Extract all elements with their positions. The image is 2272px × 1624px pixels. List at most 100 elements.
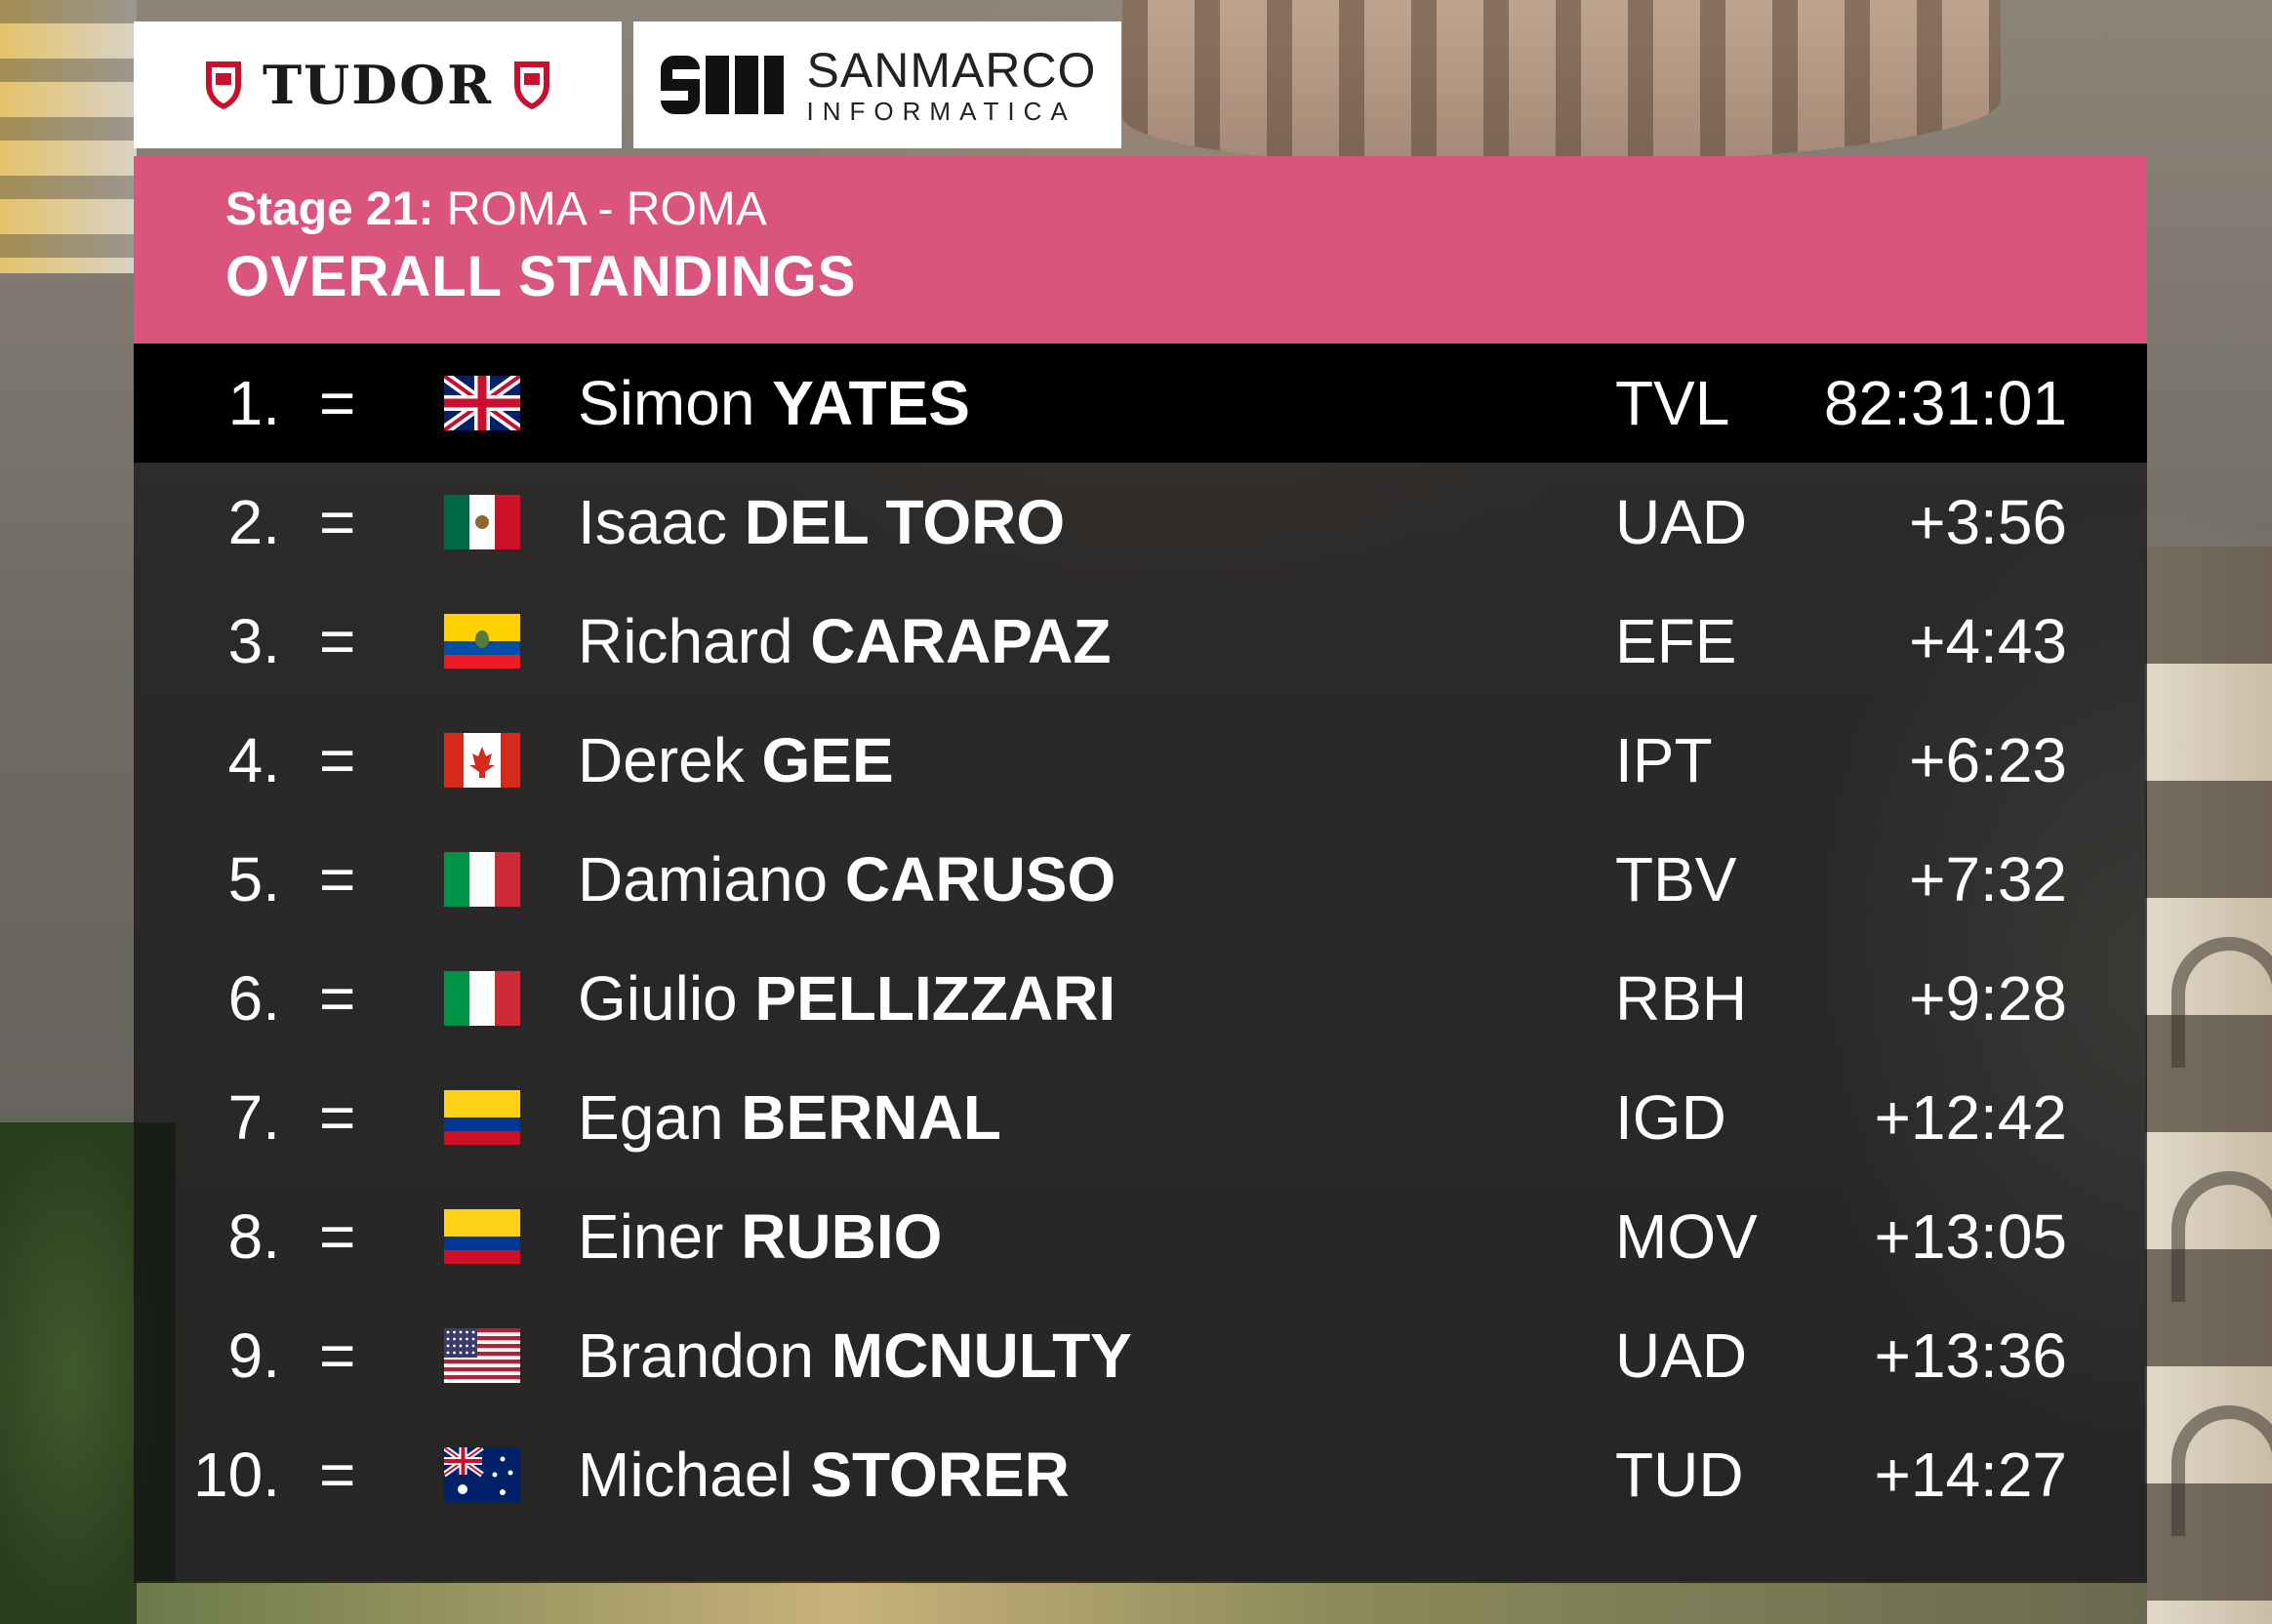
rider-name: Egan BERNAL bbox=[578, 1081, 1001, 1154]
standings-row: 4. = Derek GEE IPT +6:23 bbox=[134, 701, 2147, 820]
rider-last-name: YATES bbox=[772, 368, 970, 438]
rider-name: Michael STORER bbox=[578, 1439, 1070, 1511]
standings-row: 10. = Michael STORER TUD +14:27 bbox=[134, 1415, 2147, 1534]
movement-indicator: = bbox=[319, 844, 356, 914]
rider-first-name: Brandon bbox=[578, 1320, 832, 1391]
movement-indicator: = bbox=[319, 963, 356, 1034]
team-code: MOV bbox=[1615, 1201, 1758, 1272]
movement-indicator: = bbox=[319, 725, 356, 795]
ec-flag-icon bbox=[444, 614, 520, 669]
stage-line: Stage 21: ROMA - ROMA bbox=[225, 182, 2147, 238]
rider-name: Richard CARAPAZ bbox=[578, 605, 1111, 677]
rider-first-name: Einer bbox=[578, 1201, 742, 1272]
sanmarco-wordmark: SANMARCO bbox=[806, 43, 1097, 98]
team-code: EFE bbox=[1615, 606, 1737, 676]
rider-name: Isaac DEL TORO bbox=[578, 486, 1065, 558]
rider-name: Einer RUBIO bbox=[578, 1200, 942, 1273]
movement-indicator: = bbox=[319, 487, 356, 557]
sanmarco-subtitle: INFORMATICA bbox=[806, 97, 1076, 126]
team-code: RBH bbox=[1615, 963, 1748, 1034]
sponsor-tudor: TUDOR bbox=[134, 21, 622, 148]
colosseum-arch bbox=[2171, 937, 2272, 1068]
team-code: UAD bbox=[1615, 487, 1748, 557]
time-gap: +12:42 bbox=[1874, 1082, 2067, 1153]
rider-name: Damiano CARUSO bbox=[578, 843, 1116, 915]
team-code: UAD bbox=[1615, 1320, 1748, 1391]
rank: 9. bbox=[227, 1320, 280, 1391]
it-flag-icon bbox=[444, 852, 520, 907]
team-code: TUD bbox=[1615, 1440, 1744, 1510]
standings-row: 9. = Brandon MCNULTY UAD +13:36 bbox=[134, 1296, 2147, 1415]
rider-first-name: Isaac bbox=[578, 487, 745, 557]
rider-last-name: BERNAL bbox=[741, 1082, 1001, 1153]
rider-first-name: Richard bbox=[578, 606, 811, 676]
movement-indicator: = bbox=[319, 1440, 356, 1510]
time-gap: +3:56 bbox=[1909, 487, 2067, 557]
sponsor-sanmarco: SANMARCO INFORMATICA bbox=[633, 21, 1121, 148]
time-gap: +6:23 bbox=[1909, 725, 2067, 795]
rider-last-name: MCNULTY bbox=[831, 1320, 1132, 1391]
standings-row: 7. = Egan BERNAL IGD +12:42 bbox=[134, 1058, 2147, 1177]
colosseum-arch bbox=[2171, 1405, 2272, 1536]
time-gap: +7:32 bbox=[1909, 844, 2067, 914]
rank: 8. bbox=[227, 1201, 280, 1272]
time-gap: +13:36 bbox=[1874, 1320, 2067, 1391]
time-gap: +14:27 bbox=[1874, 1440, 2067, 1510]
rank: 7. bbox=[227, 1082, 280, 1153]
movement-indicator: = bbox=[319, 368, 356, 438]
ca-flag-icon bbox=[444, 733, 520, 788]
standings-row: 2. = Isaac DEL TORO UAD +3:56 bbox=[134, 463, 2147, 582]
au-flag-icon bbox=[444, 1447, 520, 1502]
rider-last-name: STORER bbox=[810, 1440, 1070, 1510]
rank: 3. bbox=[227, 606, 280, 676]
rider-last-name: PELLIZZARI bbox=[754, 963, 1116, 1034]
rider-name: Derek GEE bbox=[578, 724, 894, 796]
co-flag-icon bbox=[444, 1090, 520, 1145]
team-code: IPT bbox=[1615, 725, 1713, 795]
time-gap: +13:05 bbox=[1874, 1201, 2067, 1272]
rank: 4. bbox=[227, 725, 280, 795]
movement-indicator: = bbox=[319, 1201, 356, 1272]
rider-last-name: CARAPAZ bbox=[810, 606, 1112, 676]
stage-number: Stage 21: bbox=[225, 183, 434, 235]
standings-row: 8. = Einer RUBIO MOV +13:05 bbox=[134, 1177, 2147, 1296]
colosseum-arch bbox=[2171, 1171, 2272, 1302]
standings-header: Stage 21: ROMA - ROMA OVERALL STANDINGS bbox=[134, 156, 2147, 344]
time-gap: 82:31:01 bbox=[1823, 368, 2067, 438]
standings-table: 1. = Simon YATES TVL 82:31:01 2. = Isaac… bbox=[134, 344, 2147, 1583]
rank: 2. bbox=[227, 487, 280, 557]
rider-last-name: DEL TORO bbox=[744, 487, 1066, 557]
rider-last-name: CARUSO bbox=[844, 844, 1116, 914]
time-gap: +9:28 bbox=[1909, 963, 2067, 1034]
time-gap: +4:43 bbox=[1909, 606, 2067, 676]
background-street bbox=[137, 1581, 2147, 1624]
team-code: TBV bbox=[1615, 844, 1737, 914]
standings-row: 6. = Giulio PELLIZZARI RBH +9:28 bbox=[134, 939, 2147, 1058]
rank: 6. bbox=[227, 963, 280, 1034]
it-flag-icon bbox=[444, 971, 520, 1026]
sponsor-bar: TUDOR SANMARCO INFORMATICA bbox=[134, 21, 1121, 148]
gb-flag-icon bbox=[444, 376, 520, 430]
rank: 10. bbox=[193, 1440, 280, 1510]
page-title: OVERALL STANDINGS bbox=[225, 244, 857, 308]
rider-name: Simon YATES bbox=[578, 367, 970, 439]
standings-row: 1. = Simon YATES TVL 82:31:01 bbox=[134, 344, 2147, 463]
stage-route: ROMA - ROMA bbox=[446, 183, 767, 235]
tudor-wordmark: TUDOR bbox=[262, 54, 494, 116]
us-flag-icon bbox=[444, 1328, 520, 1383]
sanmarco-logo-icon bbox=[660, 56, 784, 114]
rider-first-name: Derek bbox=[578, 725, 762, 795]
rider-last-name: RUBIO bbox=[741, 1201, 943, 1272]
rider-first-name: Egan bbox=[578, 1082, 742, 1153]
rider-name: Giulio PELLIZZARI bbox=[578, 962, 1116, 1035]
rider-first-name: Michael bbox=[578, 1440, 811, 1510]
team-code: TVL bbox=[1615, 368, 1730, 438]
colosseum-upper-wall bbox=[1122, 0, 2001, 166]
rider-last-name: GEE bbox=[761, 725, 894, 795]
tudor-shield-icon bbox=[514, 61, 550, 109]
movement-indicator: = bbox=[319, 1320, 356, 1391]
rider-name: Brandon MCNULTY bbox=[578, 1320, 1132, 1392]
rank: 1. bbox=[227, 368, 280, 438]
standings-row: 3. = Richard CARAPAZ EFE +4:43 bbox=[134, 582, 2147, 701]
rank: 5. bbox=[227, 844, 280, 914]
